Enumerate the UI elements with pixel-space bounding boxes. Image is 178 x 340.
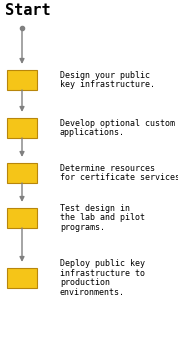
Text: Start: Start <box>5 3 51 18</box>
Text: key infrastructure.: key infrastructure. <box>60 80 155 89</box>
Text: for certificate services.: for certificate services. <box>60 173 178 182</box>
Bar <box>7 118 37 138</box>
Text: Deploy public key: Deploy public key <box>60 259 145 268</box>
Text: infrastructure to: infrastructure to <box>60 269 145 278</box>
Text: production: production <box>60 278 110 287</box>
Bar <box>7 70 37 90</box>
Text: applications.: applications. <box>60 128 125 137</box>
Text: Design your public: Design your public <box>60 71 150 80</box>
Text: the lab and pilot: the lab and pilot <box>60 214 145 222</box>
Text: Test design in: Test design in <box>60 204 130 213</box>
Bar <box>7 208 37 228</box>
Text: programs.: programs. <box>60 223 105 232</box>
Bar <box>7 163 37 183</box>
Text: environments.: environments. <box>60 288 125 297</box>
Text: Determine resources: Determine resources <box>60 164 155 173</box>
Text: Develop optional custom: Develop optional custom <box>60 119 175 128</box>
Bar <box>7 268 37 288</box>
